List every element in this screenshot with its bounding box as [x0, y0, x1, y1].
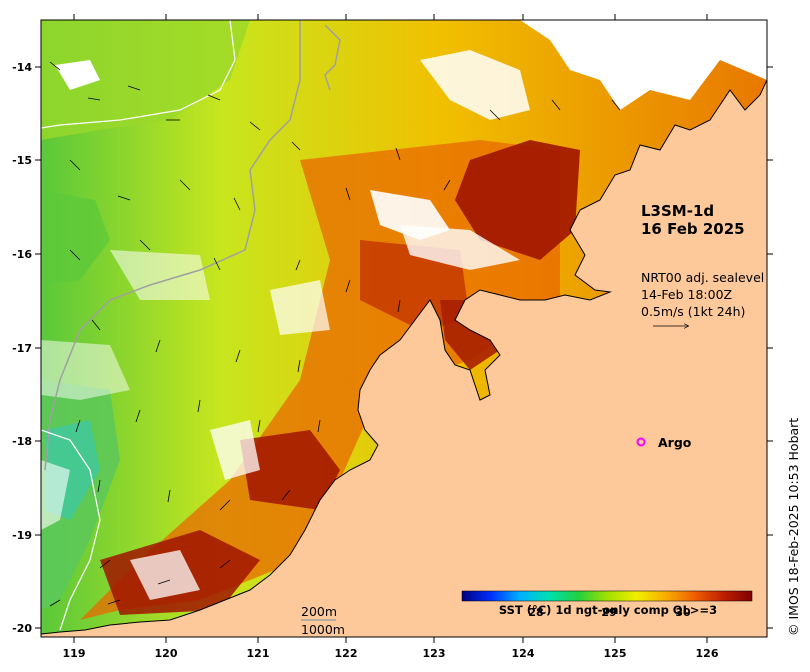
sst-hot-south1: [240, 430, 340, 510]
currents-source: NRT00 adj. sealevel: [641, 270, 764, 285]
cloud-central2: [400, 225, 520, 270]
argo-label: Argo: [658, 435, 692, 450]
lon-label: 124: [512, 647, 535, 660]
isobath-1000m: [41, 20, 236, 129]
current-vectors: [49, 61, 621, 607]
lat-axis: -14 -15 -16 -17 -18 -19 -20: [12, 61, 773, 635]
lat-label: -15: [12, 154, 32, 167]
isobath-1000m-label: 1000m: [301, 622, 345, 637]
cloud-northwest: [55, 60, 100, 90]
product-date: 16 Feb 2025: [641, 220, 745, 238]
cloud-south: [210, 420, 260, 480]
currents-time: 14-Feb 18:00Z: [641, 287, 732, 302]
product-name: L3SM-1d: [641, 202, 714, 220]
sst-cool-patch-west: [41, 190, 110, 285]
cloud-west2: [270, 280, 330, 335]
cloud-north: [420, 50, 530, 120]
lon-axis: 119 120 121 122 123 124 125 126: [63, 14, 719, 660]
lat-label: -20: [12, 622, 32, 635]
map-frame: [40, 19, 768, 638]
lat-label: -18: [12, 435, 32, 448]
cloud-south2: [130, 550, 200, 600]
sst-hot-north: [455, 140, 580, 260]
colorbar-tick: 30: [675, 606, 691, 619]
cloud-southwest: [41, 340, 130, 400]
cloud-northeast: [520, 20, 767, 110]
lon-label: 121: [247, 647, 270, 660]
lon-label: 119: [63, 647, 86, 660]
colorbar-tick: 28: [528, 606, 543, 619]
sst-cool-patch-north: [41, 20, 250, 140]
lat-label: -14: [12, 61, 32, 74]
lat-label: -17: [12, 342, 32, 355]
isobath-shoals: [324, 24, 341, 91]
colorbar: [461, 590, 753, 602]
colorbar-title: SST (°C) 1d ngt-only comp QL>=3: [499, 603, 717, 617]
lat-label: -19: [12, 529, 32, 542]
cloud-southwest2: [41, 460, 70, 530]
colorbar-tick: 29: [601, 606, 616, 619]
isobath-200m: [44, 20, 301, 471]
credit-text: © IMOS 18-Feb-2025 10:53 Hobart: [786, 418, 801, 636]
currents-scale: 0.5m/s (1kt 24h): [641, 304, 745, 319]
isobath-200m-label: 200m: [301, 604, 337, 619]
lon-label: 126: [696, 647, 719, 660]
cloud-west: [110, 250, 210, 300]
lon-label: 123: [423, 647, 446, 660]
lon-label: 120: [155, 647, 178, 660]
lat-label: -16: [12, 248, 32, 261]
argo-marker: [636, 437, 646, 447]
lon-label: 122: [335, 647, 358, 660]
lon-label: 125: [604, 647, 627, 660]
isobath-1000m-south: [41, 429, 101, 631]
land-mass: [41, 79, 767, 637]
